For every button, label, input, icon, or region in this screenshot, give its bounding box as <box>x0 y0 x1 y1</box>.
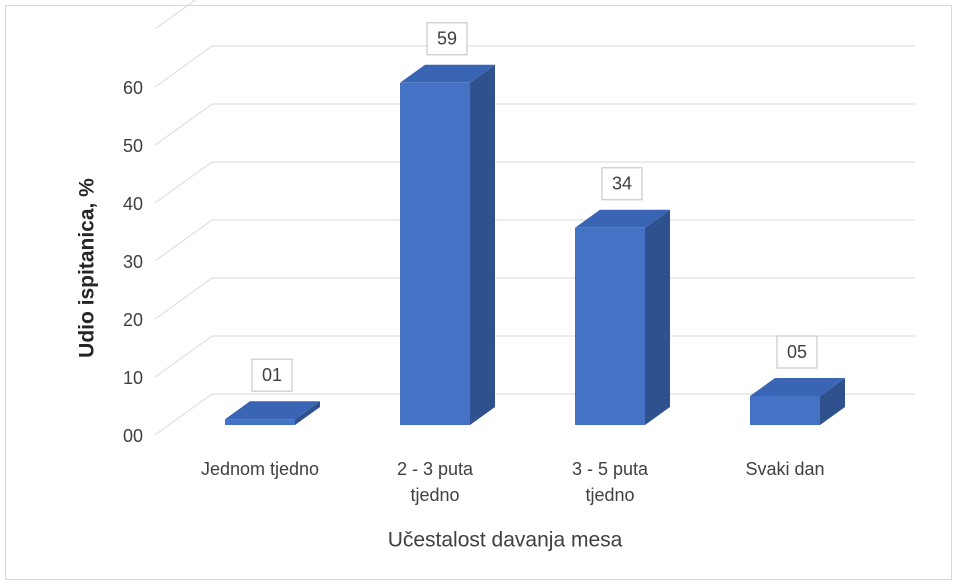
y-tick-label: 20 <box>123 310 143 330</box>
grid-line <box>154 335 213 378</box>
y-tick-label: 00 <box>123 426 143 446</box>
data-label: 01 <box>262 365 282 385</box>
bar-top <box>400 64 495 83</box>
data-label-box <box>601 167 643 201</box>
bar-top <box>750 378 845 396</box>
x-axis-title: Učestalost davanja mesa <box>388 529 623 552</box>
y-tick-label: 50 <box>123 136 143 156</box>
data-label: 34 <box>612 174 632 194</box>
grid-line <box>154 219 213 262</box>
x-tick-label: Jednom tjedno <box>200 459 320 479</box>
grid-line <box>154 277 213 320</box>
grid-line <box>154 393 213 436</box>
bar-side <box>820 378 845 425</box>
bar <box>225 419 295 425</box>
grid-line <box>154 161 213 204</box>
y-axis-title: Udio ispitanica, % <box>76 178 99 358</box>
x-tick-label: 3 - 5 puta tjedno <box>571 459 649 505</box>
bar <box>750 396 820 425</box>
grid-line <box>154 45 213 88</box>
bar-top <box>225 401 320 420</box>
bar-side <box>645 209 670 425</box>
data-label-box <box>426 22 468 56</box>
chart-border <box>5 5 952 580</box>
data-label-box <box>776 335 818 369</box>
bar <box>400 82 470 426</box>
bar-side <box>295 401 320 425</box>
y-tick-label: 60 <box>123 78 143 98</box>
bar-top <box>575 209 670 228</box>
grid-line <box>154 0 197 30</box>
y-tick-label: 30 <box>123 252 143 272</box>
bar-side <box>470 64 495 426</box>
data-label-box <box>251 358 293 392</box>
y-tick-label: 10 <box>123 368 143 388</box>
x-tick-label: Svaki dan <box>745 459 825 479</box>
bar <box>575 227 645 425</box>
x-tick-label: 2 - 3 puta tjedno <box>396 459 474 505</box>
data-label: 05 <box>787 342 807 362</box>
data-label: 59 <box>437 29 457 49</box>
grid-line <box>154 103 213 146</box>
y-tick-label: 40 <box>123 194 143 214</box>
